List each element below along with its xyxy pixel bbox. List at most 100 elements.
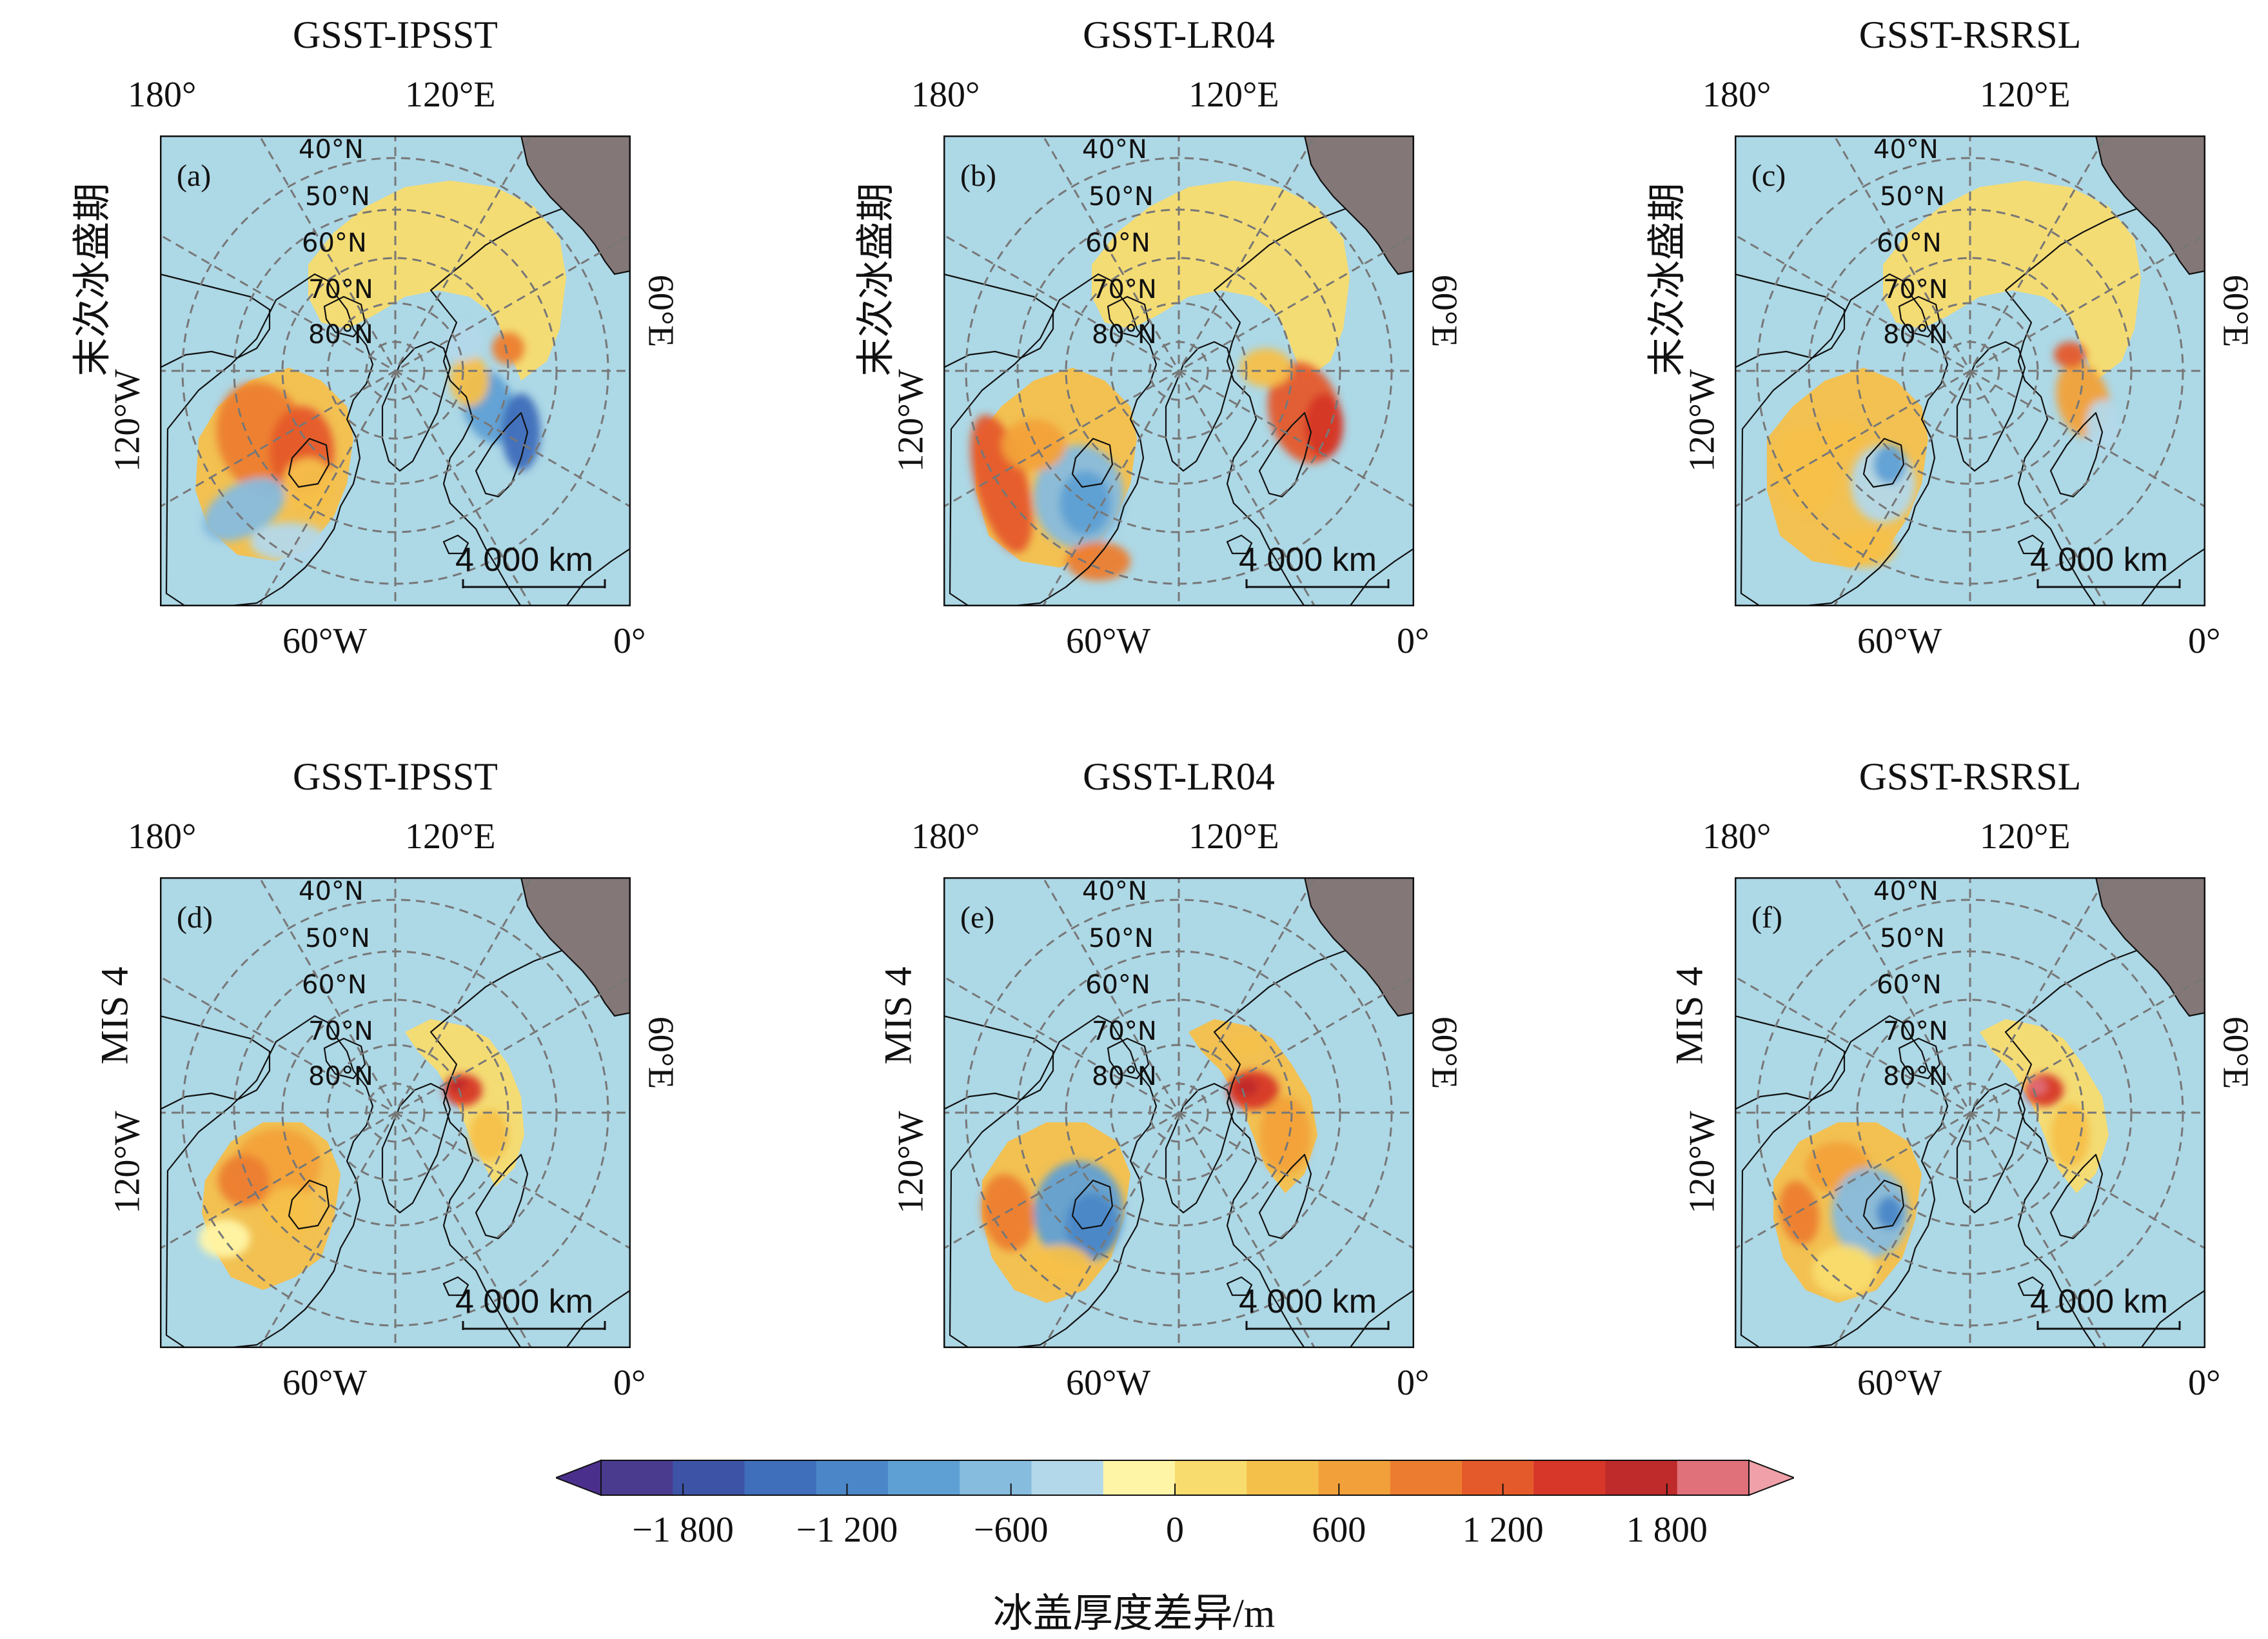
lon-label-60w: 60°W — [1066, 1363, 1151, 1403]
lat-label: 70°N — [1092, 1017, 1157, 1046]
polar-map: (c) 40°N 50°N 60°N 70°N 80°N 4 000 km — [1735, 135, 2205, 606]
row-label: 末次冰盛期 — [854, 183, 898, 377]
lon-label-180: 180° — [128, 75, 197, 115]
lon-label-60w: 60°W — [282, 621, 368, 661]
colorbar-bin — [1605, 1460, 1678, 1495]
lat-label: 40°N — [299, 135, 364, 164]
map-panel: (d) 40°N 50°N 60°N 70°N 80°N 4 000 km — [160, 877, 631, 1348]
lat-label: 70°N — [1883, 275, 1948, 304]
colorbar-bin — [888, 1460, 960, 1495]
colorbar-bin — [816, 1460, 889, 1495]
lon-label-60w: 60°W — [282, 1363, 368, 1403]
colorbar-tick-label: 1 800 — [1626, 1510, 1708, 1550]
lat-label: 40°N — [1873, 135, 1938, 164]
map-frame — [1735, 135, 2205, 606]
graticule — [1735, 135, 2205, 606]
lat-label: 70°N — [308, 275, 373, 304]
coastlines — [943, 931, 1414, 1348]
graticule — [943, 877, 1414, 1348]
scale-bar: 4 000 km — [1239, 541, 1390, 588]
lat-label: 80°N — [308, 1062, 373, 1091]
colorbar-tick-label: −1 800 — [632, 1510, 734, 1550]
lon-label-0: 0° — [613, 1363, 646, 1403]
lat-label: 40°N — [1873, 877, 1938, 906]
colorbar-tick-label: −1 200 — [796, 1510, 898, 1550]
colorbar-tick-label: 600 — [1312, 1510, 1366, 1550]
panel-title: GSST-IPSST — [293, 14, 498, 56]
map-panel: (b) 40°N 50°N 60°N 70°N 80°N 4 000 km — [943, 135, 1414, 606]
lon-label-60w: 60°W — [1857, 1363, 1942, 1403]
coastlines — [160, 189, 631, 606]
lat-label: 50°N — [305, 182, 370, 212]
polar-map: (d) 40°N 50°N 60°N 70°N 80°N 4 000 km — [160, 877, 631, 1348]
panel-title: GSST-IPSST — [293, 755, 498, 798]
polar-map: (a) 40°N 50°N 60°N 70°N 80°N 4 000 km — [160, 135, 631, 606]
lon-label-60e: 60°E — [2215, 1016, 2256, 1089]
map-frame — [160, 877, 631, 1348]
colorbar-bin — [1247, 1460, 1319, 1495]
map-frame — [943, 877, 1414, 1348]
lat-label: 70°N — [1092, 275, 1157, 304]
lon-label-180: 180° — [911, 817, 980, 857]
colorbar-bin — [1462, 1460, 1534, 1495]
lat-label: 80°N — [1883, 1062, 1948, 1091]
row-label: 末次冰盛期 — [71, 183, 114, 377]
map-frame — [160, 135, 631, 606]
lon-label-120e: 120°E — [1980, 817, 2071, 857]
map-frame — [1735, 877, 2205, 1348]
graticule — [1735, 877, 2205, 1348]
colorbar-bin — [673, 1460, 745, 1495]
lat-label: 50°N — [1089, 182, 1154, 212]
scale-label: 4 000 km — [2030, 1283, 2168, 1320]
scale-bar: 4 000 km — [2030, 1283, 2181, 1330]
lat-label: 60°N — [1877, 228, 1942, 258]
row-label: MIS 4 — [93, 966, 136, 1065]
colorbar — [556, 1459, 1794, 1496]
lat-label: 40°N — [299, 877, 364, 906]
lon-label-120e: 120°E — [1980, 75, 2071, 115]
row-label: 末次冰盛期 — [1646, 183, 1689, 377]
colorbar-bin — [744, 1460, 817, 1495]
scale-label: 4 000 km — [455, 541, 593, 579]
lat-label: 80°N — [308, 320, 373, 350]
lat-label: 50°N — [1880, 924, 1945, 953]
lat-label: 40°N — [1082, 877, 1147, 906]
panel-letter: (f) — [1751, 900, 1782, 935]
lat-label: 70°N — [308, 1017, 373, 1046]
lon-label-60e: 60°E — [1424, 274, 1464, 348]
lat-label: 40°N — [1082, 135, 1147, 164]
lon-label-180: 180° — [128, 817, 197, 857]
lon-label-180: 180° — [1702, 817, 1771, 857]
lon-label-0: 0° — [1397, 621, 1430, 661]
map-panel: (a) 40°N 50°N 60°N 70°N 80°N 4 000 km — [160, 135, 631, 606]
map-frame — [943, 135, 1414, 606]
lon-label-0: 0° — [2188, 621, 2221, 661]
colorbar-bin — [1175, 1460, 1247, 1495]
polar-map: (e) 40°N 50°N 60°N 70°N 80°N 4 000 km — [943, 877, 1414, 1348]
lat-label: 60°N — [1085, 970, 1150, 1000]
polar-map: (f) 40°N 50°N 60°N 70°N 80°N 4 000 km — [1735, 877, 2205, 1348]
scale-label: 4 000 km — [1239, 541, 1377, 579]
lat-label: 70°N — [1883, 1017, 1948, 1046]
lat-label: 60°N — [1877, 970, 1942, 1000]
lon-label-60e: 60°E — [640, 274, 681, 348]
colorbar-extend-low — [556, 1459, 602, 1496]
colorbar-tick-label: 1 200 — [1462, 1510, 1544, 1550]
colorbar-bin — [960, 1460, 1032, 1495]
coastlines — [160, 931, 631, 1348]
panel-letter: (c) — [1751, 159, 1786, 193]
map-panel: (c) 40°N 50°N 60°N 70°N 80°N 4 000 km — [1735, 135, 2205, 606]
panel-title: GSST-LR04 — [1083, 14, 1275, 56]
colorbar-bin — [1318, 1460, 1391, 1495]
lon-label-120e: 120°E — [1188, 817, 1279, 857]
lon-label-0: 0° — [613, 621, 646, 661]
colorbar-extend-high — [1748, 1459, 1794, 1496]
lon-label-120e: 120°E — [405, 817, 496, 857]
lon-label-60w: 60°W — [1066, 621, 1151, 661]
lat-label: 50°N — [1089, 924, 1154, 953]
lon-label-60e: 60°E — [1424, 1016, 1464, 1089]
scale-bar: 4 000 km — [455, 541, 606, 588]
scale-label: 4 000 km — [1239, 1283, 1377, 1320]
lon-label-0: 0° — [2188, 1363, 2221, 1403]
map-panel: (e) 40°N 50°N 60°N 70°N 80°N 4 000 km — [943, 877, 1414, 1348]
